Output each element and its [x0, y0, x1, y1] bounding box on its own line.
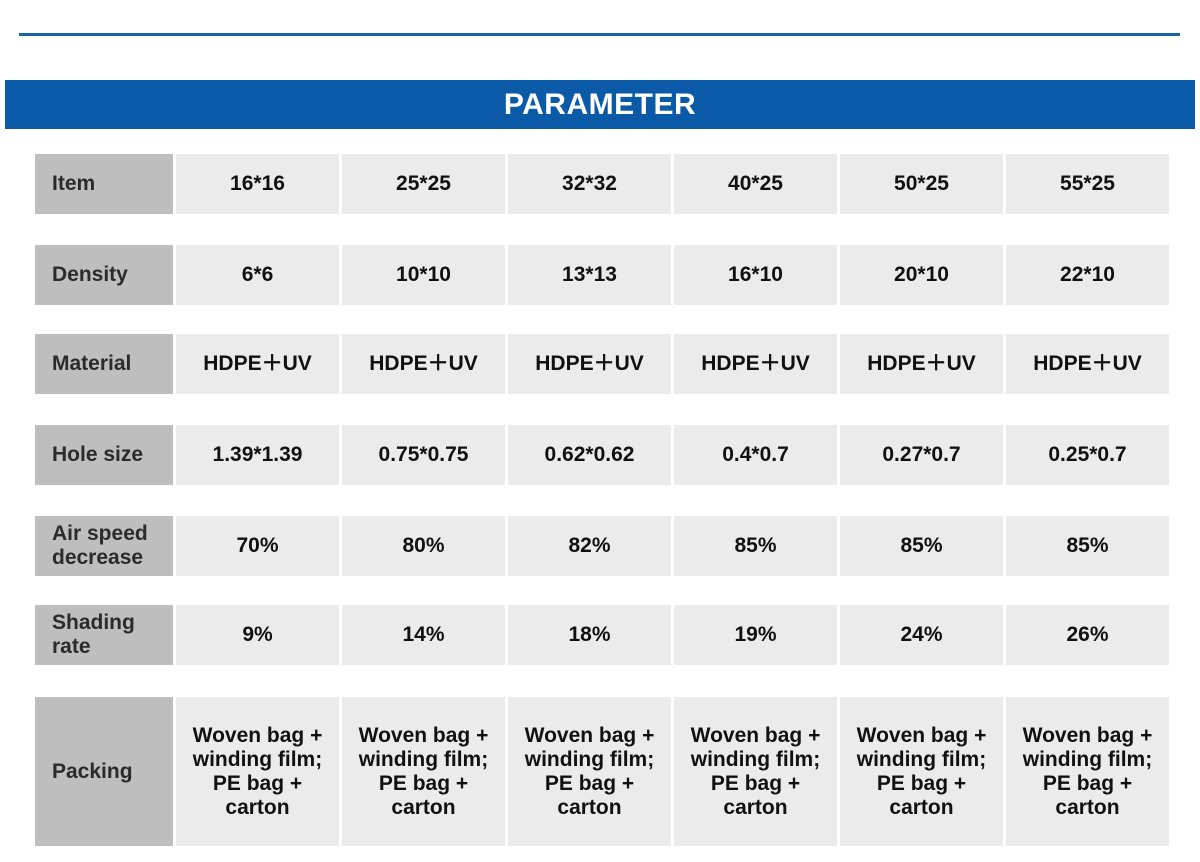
value-cell: 10*10 — [342, 245, 505, 305]
row-label-shading-rate: Shading rate — [35, 605, 173, 665]
top-divider — [19, 33, 1180, 36]
value-cell: 9% — [176, 605, 339, 665]
value-cell: 85% — [840, 516, 1003, 576]
value-cell: 24% — [840, 605, 1003, 665]
value-cell: Woven bag + winding film; PE bag + carto… — [176, 697, 339, 846]
row-label-density: Density — [35, 245, 173, 305]
value-cell: HDPE＋UV — [176, 334, 339, 394]
value-cell: 19% — [674, 605, 837, 665]
value-cell: 1.39*1.39 — [176, 425, 339, 485]
value-cell: 6*6 — [176, 245, 339, 305]
param-row-material: Material HDPE＋UV HDPE＋UV HDPE＋UV HDPE＋UV… — [35, 334, 1169, 394]
row-label-hole-size: Hole size — [35, 425, 173, 485]
value-cell: Woven bag + winding film; PE bag + carto… — [508, 697, 671, 846]
param-row-air-speed: Air speed decrease 70% 80% 82% 85% 85% 8… — [35, 516, 1169, 576]
value-cell: Woven bag + winding film; PE bag + carto… — [1006, 697, 1169, 846]
page-title: PARAMETER — [503, 87, 697, 121]
value-cell: 18% — [508, 605, 671, 665]
param-row-hole-size: Hole size 1.39*1.39 0.75*0.75 0.62*0.62 … — [35, 425, 1169, 485]
value-cell: 0.4*0.7 — [674, 425, 837, 485]
value-cell: 14% — [342, 605, 505, 665]
value-cell: HDPE＋UV — [1006, 334, 1169, 394]
value-cell: 85% — [1006, 516, 1169, 576]
value-cell: Woven bag + winding film; PE bag + carto… — [674, 697, 837, 846]
value-cell: HDPE＋UV — [342, 334, 505, 394]
param-row-item: Item 16*16 25*25 32*32 40*25 50*25 55*25 — [35, 154, 1169, 214]
value-cell: 85% — [674, 516, 837, 576]
value-cell: Woven bag + winding film; PE bag + carto… — [840, 697, 1003, 846]
value-cell: 26% — [1006, 605, 1169, 665]
param-row-packing: Packing Woven bag + winding film; PE bag… — [35, 697, 1169, 846]
row-label-item: Item — [35, 154, 173, 214]
value-cell: 0.62*0.62 — [508, 425, 671, 485]
value-cell: 80% — [342, 516, 505, 576]
value-cell: 0.27*0.7 — [840, 425, 1003, 485]
value-cell: 20*10 — [840, 245, 1003, 305]
value-cell: HDPE＋UV — [674, 334, 837, 394]
title-banner: PARAMETER — [5, 80, 1195, 129]
value-cell: 82% — [508, 516, 671, 576]
value-cell: Woven bag + winding film; PE bag + carto… — [342, 697, 505, 846]
row-label-air-speed: Air speed decrease — [35, 516, 173, 576]
value-cell: 16*10 — [674, 245, 837, 305]
value-cell: 16*16 — [176, 154, 339, 214]
row-label-packing: Packing — [35, 697, 173, 846]
param-row-shading-rate: Shading rate 9% 14% 18% 19% 24% 26% — [35, 605, 1169, 665]
row-label-material: Material — [35, 334, 173, 394]
value-cell: 50*25 — [840, 154, 1003, 214]
param-row-density: Density 6*6 10*10 13*13 16*10 20*10 22*1… — [35, 245, 1169, 305]
value-cell: 55*25 — [1006, 154, 1169, 214]
value-cell: 22*10 — [1006, 245, 1169, 305]
value-cell: 40*25 — [674, 154, 837, 214]
value-cell: 70% — [176, 516, 339, 576]
value-cell: 0.75*0.75 — [342, 425, 505, 485]
value-cell: HDPE＋UV — [840, 334, 1003, 394]
value-cell: 13*13 — [508, 245, 671, 305]
value-cell: HDPE＋UV — [508, 334, 671, 394]
value-cell: 32*32 — [508, 154, 671, 214]
value-cell: 25*25 — [342, 154, 505, 214]
value-cell: 0.25*0.7 — [1006, 425, 1169, 485]
